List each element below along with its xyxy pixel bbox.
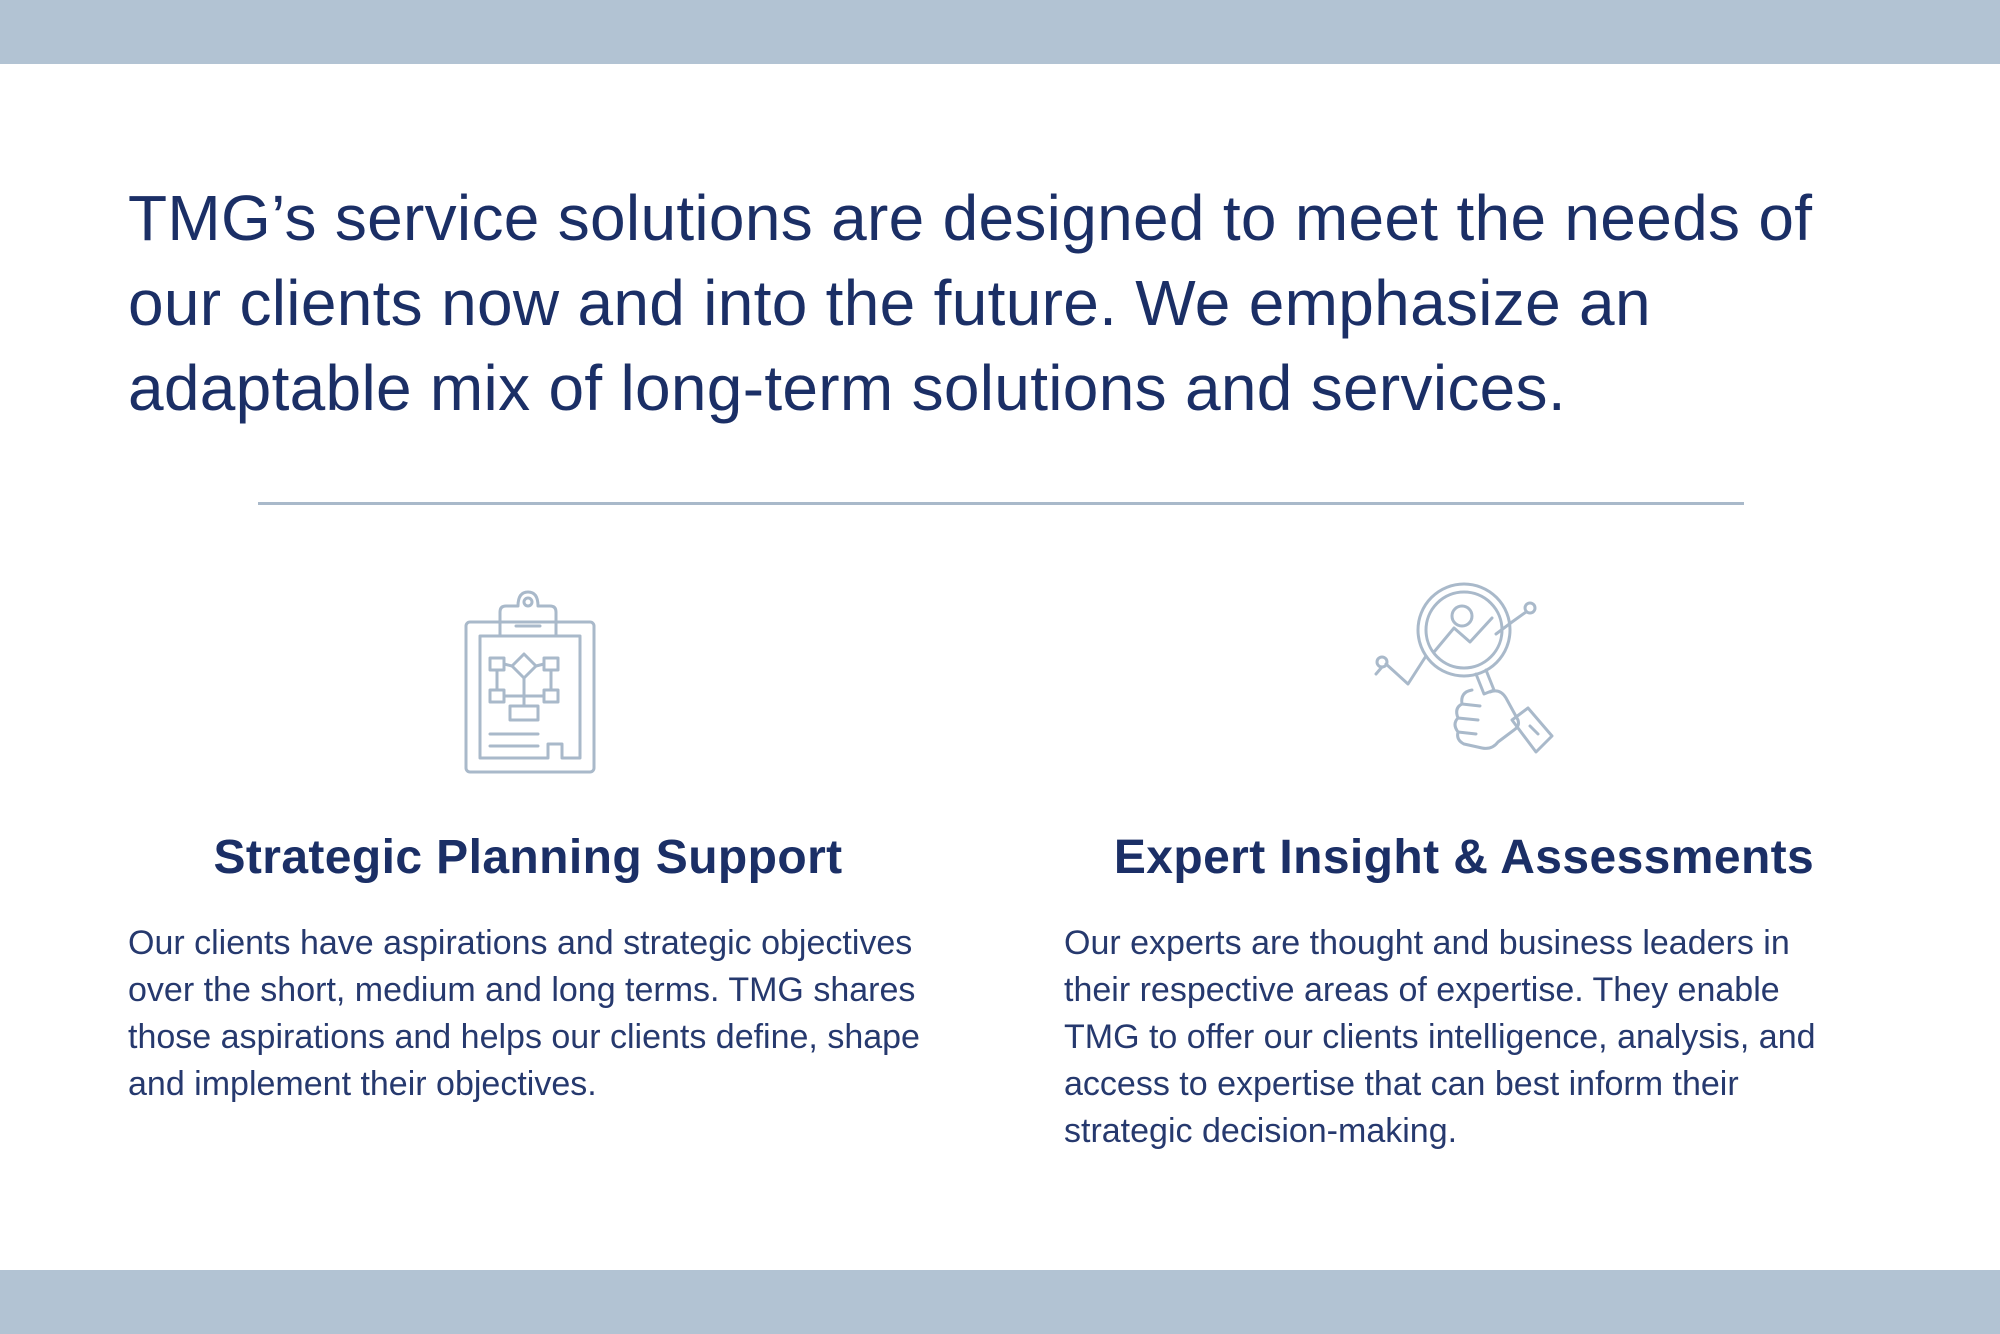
service-title: Strategic Planning Support (213, 831, 843, 884)
section-divider (258, 502, 1744, 505)
magnifier-chart-icon (1364, 580, 1584, 795)
service-description: Our experts are thought and business lea… (1064, 924, 1816, 1150)
intro-text: TMG’s service solutions are designed to … (128, 182, 1813, 424)
service-title: Expert Insight & Assessments (1113, 831, 1815, 884)
bottom-band (0, 1270, 2000, 1334)
clipboard-flowchart-icon (458, 580, 598, 785)
service-description: Our clients have aspirations and strateg… (128, 924, 920, 1103)
top-band (0, 0, 2000, 64)
